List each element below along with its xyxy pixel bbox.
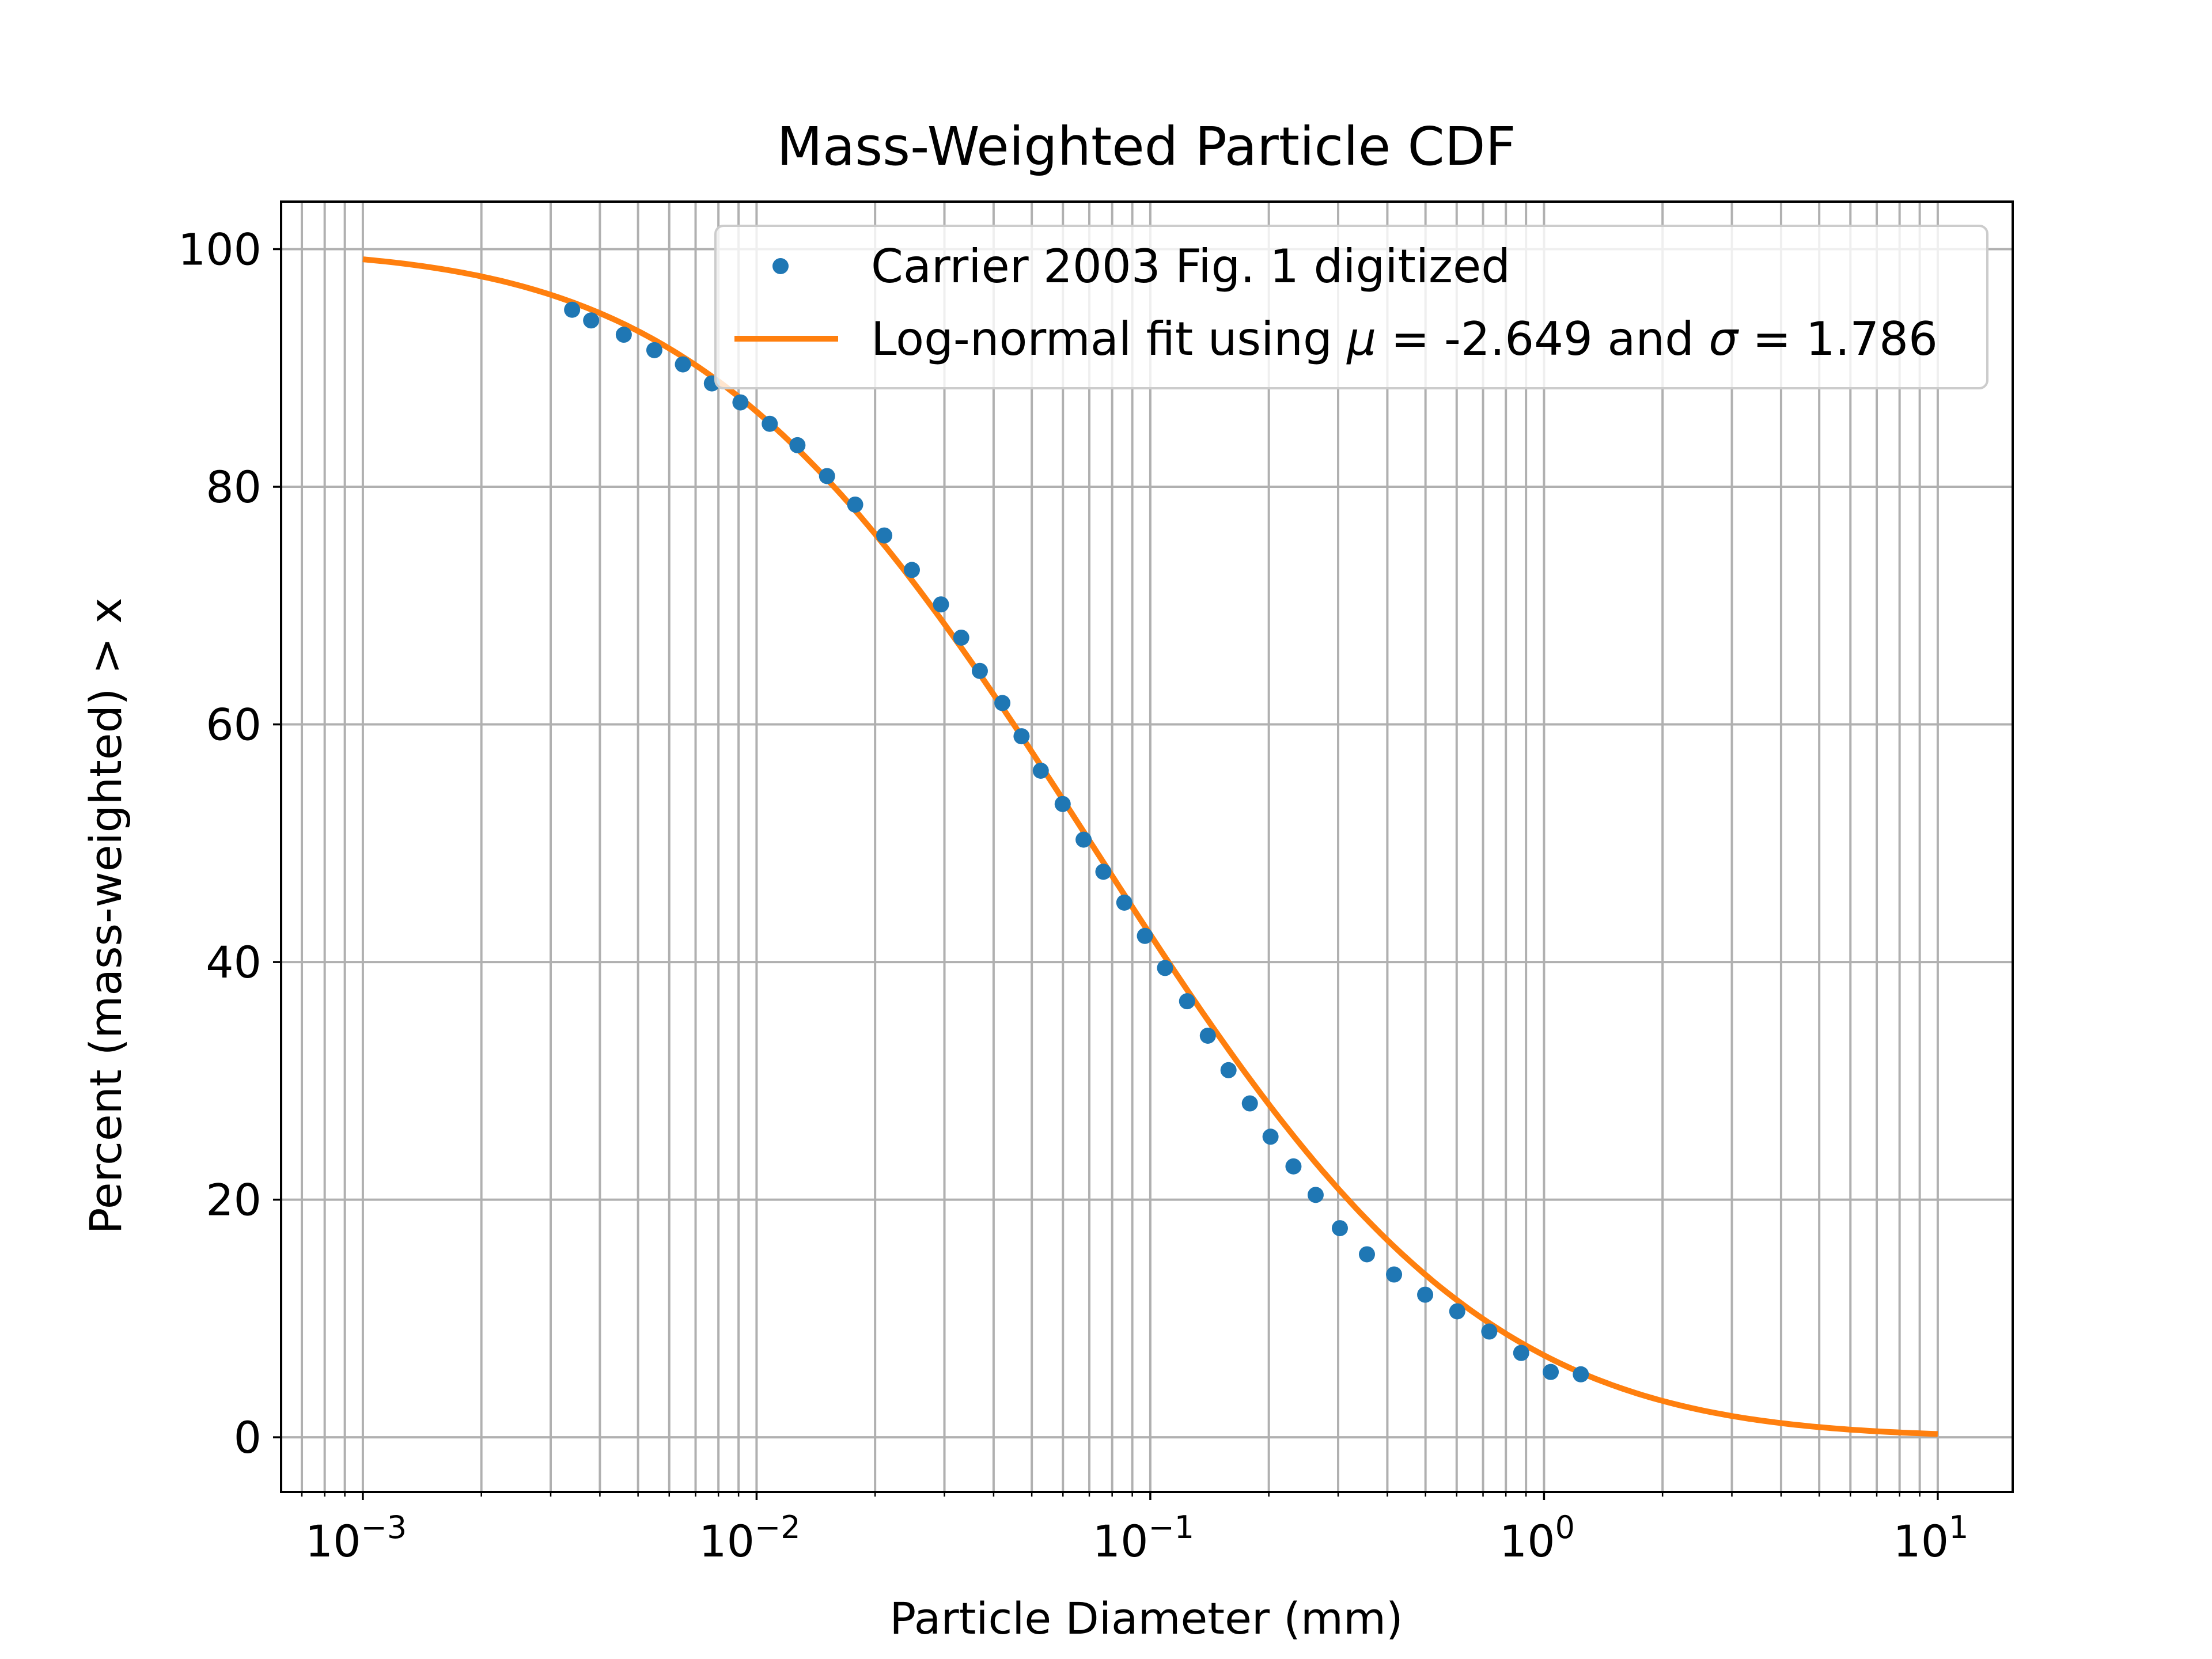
y-tick-label: 40 — [206, 937, 262, 988]
data-point — [1013, 728, 1030, 745]
legend-fit-text-2: = -2.649 and — [1376, 312, 1709, 366]
data-point — [1054, 796, 1071, 812]
data-point — [1137, 927, 1153, 944]
grid — [281, 202, 2013, 1492]
data-point — [1241, 1095, 1258, 1112]
legend-fit-text-1: Log-normal fit using — [871, 312, 1347, 366]
x-tick-base: 10 — [1499, 1516, 1555, 1567]
data-point — [583, 312, 600, 329]
data-point — [847, 496, 863, 513]
x-tick-base: 10 — [1893, 1516, 1949, 1567]
x-tick-exponent: −2 — [755, 1509, 801, 1546]
data-point — [1513, 1344, 1529, 1361]
data-point — [1262, 1128, 1279, 1145]
legend-label-scatter: Carrier 2003 Fig. 1 digitized — [871, 240, 1510, 293]
x-tick-label: 10−1 — [1093, 1509, 1194, 1567]
data-point — [1543, 1363, 1559, 1380]
plot-frame — [280, 200, 2014, 1493]
y-axis-label: Percent (mass-weighted) > x — [80, 598, 131, 1234]
x-tick-base: 10 — [1093, 1516, 1149, 1567]
x-tick-exponent: −1 — [1148, 1509, 1194, 1546]
x-tick-label: 10−2 — [699, 1509, 800, 1567]
data-point — [564, 301, 581, 318]
data-point — [1199, 1027, 1216, 1044]
data-point — [953, 629, 969, 646]
data-point — [1220, 1062, 1237, 1078]
legend-fit-mu: μ — [1346, 312, 1376, 366]
data-point — [1358, 1246, 1375, 1263]
x-tick-exponent: −3 — [361, 1509, 407, 1546]
chart-title: Mass-Weighted Particle CDF — [777, 116, 1516, 177]
legend-box — [714, 225, 1988, 389]
x-tick-label: 101 — [1893, 1509, 1968, 1567]
data-point — [1179, 993, 1195, 1010]
y-tick-label: 80 — [206, 461, 262, 513]
y-axis-ticks: 0 20 40 60 80 100 — [178, 224, 281, 1463]
data-point — [1075, 831, 1092, 848]
data-point — [1417, 1286, 1434, 1303]
y-tick-label: 100 — [178, 224, 262, 275]
x-tick-label: 100 — [1499, 1509, 1575, 1567]
y-tick-label: 60 — [206, 699, 262, 751]
y-tick-label: 20 — [206, 1175, 262, 1226]
data-point — [675, 356, 691, 373]
data-point — [789, 437, 806, 453]
data-point — [1285, 1158, 1302, 1175]
data-point — [615, 327, 632, 343]
data-point — [1307, 1187, 1324, 1203]
data-point — [646, 342, 662, 358]
data-point — [1032, 762, 1049, 779]
data-point — [933, 596, 949, 613]
x-axis-label: Particle Diameter (mm) — [889, 1593, 1403, 1644]
data-point — [904, 562, 921, 578]
x-tick-exponent: 1 — [1949, 1509, 1968, 1546]
data-point — [819, 468, 835, 484]
data-point — [1481, 1323, 1498, 1340]
x-axis-ticks: 10−3 10−2 10−1 100 101 — [301, 1492, 1968, 1567]
data-point — [1331, 1220, 1348, 1237]
x-tick-base: 10 — [699, 1516, 755, 1567]
y-tick-label: 0 — [234, 1412, 262, 1463]
data-point — [732, 394, 749, 411]
data-point — [971, 662, 988, 679]
data-point — [1449, 1303, 1465, 1320]
x-tick-base: 10 — [305, 1516, 361, 1567]
x-tick-label: 10−3 — [305, 1509, 407, 1567]
legend: Carrier 2003 Fig. 1 digitized Log-normal… — [714, 225, 1988, 389]
legend-marker-scatter — [772, 258, 789, 274]
data-point — [876, 527, 893, 544]
legend-fit-sigma: σ — [1709, 312, 1739, 366]
legend-fit-text-3: = 1.786 — [1738, 312, 1938, 366]
data-point — [762, 415, 778, 432]
data-point — [1116, 894, 1132, 911]
data-point — [1095, 863, 1112, 880]
x-tick-exponent: 0 — [1555, 1509, 1575, 1546]
data-point — [994, 695, 1011, 711]
data-point — [1157, 960, 1173, 976]
scatter-series — [564, 301, 1589, 1382]
data-point — [1386, 1266, 1403, 1283]
legend-label-fit: Log-normal fit using μ = -2.649 and σ = … — [871, 312, 1938, 366]
data-point — [1573, 1366, 1589, 1382]
